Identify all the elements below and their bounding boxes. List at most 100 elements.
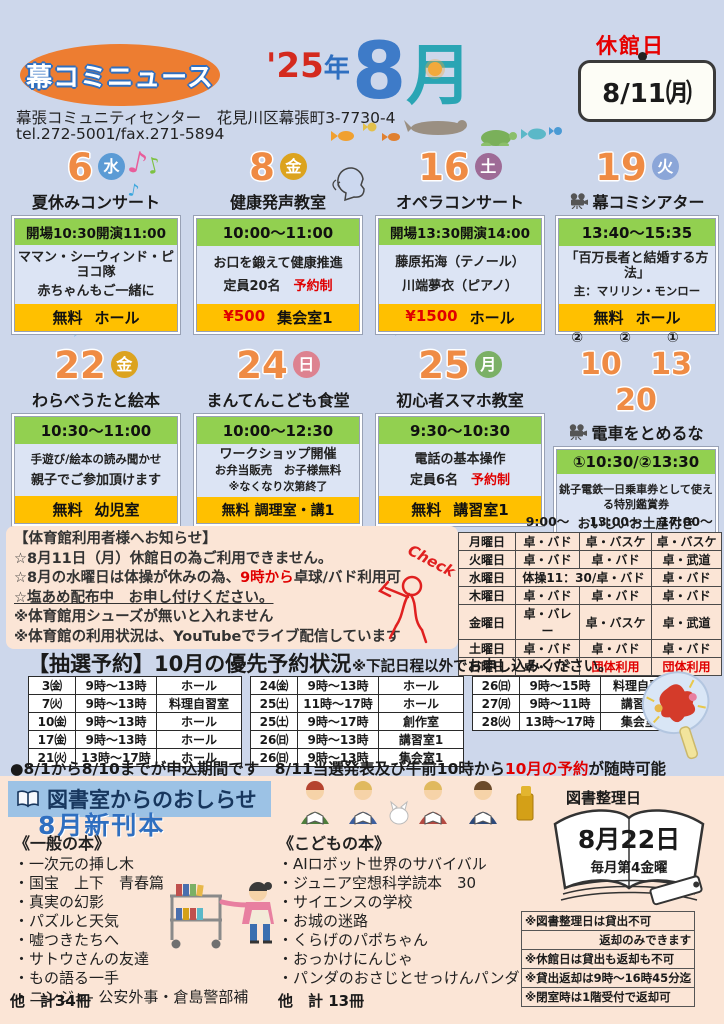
library-note-row: ※貸出返却は9時～16時45分迄 xyxy=(520,968,696,988)
logo-text: 幕コミニュース xyxy=(26,62,214,93)
event-time: 9:30～10:30 xyxy=(379,417,541,444)
event-time: ①10:30/②13:30 xyxy=(557,450,715,474)
librarian-cart-illustration xyxy=(170,882,274,949)
book-item: ・もの語る一手 xyxy=(14,969,120,987)
weekday-badge: 土 xyxy=(474,153,502,180)
closed-day-sign: 8/11㈪ xyxy=(578,60,716,122)
event-date: 16 土 xyxy=(378,146,542,189)
book-item: ・パンダのおさじとせっけんパンダ xyxy=(278,969,520,987)
book-item: ・サトウさんの友達 xyxy=(14,950,150,968)
lottery-row: 10㈮ 9時～13時 ホール xyxy=(28,712,242,731)
event-detail-box: 13:40～15:35 「百万長者と結婚する方法」 主：マリリン・モンロー 無料… xyxy=(558,218,716,332)
event-price-room: 無料 ホール xyxy=(15,304,177,331)
general-books-label: 《一般の本》 xyxy=(14,834,111,853)
sun-icon xyxy=(428,62,442,76)
lottery-table-2: 24㈮ 9時～13時 ホール 25㈯ 11時～17時 ホール 25㈯ 9時～17時 創作室 … xyxy=(250,676,464,767)
event-date: 25 月 xyxy=(378,344,542,387)
year-number: '25 xyxy=(266,46,324,86)
lottery-row: 26㈰ 9時～13時 集会室1 xyxy=(250,748,464,767)
event-detail-box: 10:00～12:30 ワークショップ開催 お弁当販売 お子様無料 ※なくなり次… xyxy=(196,416,360,524)
general-books-list: 《一般の本》 ・一次元の挿し木 ・国宝 上下 青春篇 ・真実の幻影 ・パズルと天… xyxy=(14,834,248,1007)
event-title: まんてんこども食堂 xyxy=(206,391,350,410)
lottery-row: 25㈯ 9時～17時 創作室 xyxy=(250,712,464,731)
event-title: オペラコンサート xyxy=(395,193,524,212)
time-header: 9:00～ xyxy=(525,514,570,529)
schedule-header-row: 9:00～ 13:00～ 17:00～ xyxy=(459,511,722,533)
event-time: 開場10:30開演11:00 xyxy=(15,219,177,245)
time-header: 13:00～ xyxy=(589,514,642,529)
month-kanji: 月 xyxy=(406,37,473,114)
event-title: 夏休みコンサート xyxy=(31,193,160,212)
library-note-row: ※閉室時は1階受付で返却可 xyxy=(520,987,696,1007)
event-date: 24 日 xyxy=(196,344,360,387)
speech-head-icon xyxy=(332,167,365,202)
event-dates: 10 13 20 xyxy=(580,347,692,418)
month-number: 8 xyxy=(352,27,407,117)
check-figure-icon: Check xyxy=(372,541,458,648)
schedule-row: 水曜日 体操11：30/卓・バド 卓・バド xyxy=(458,568,722,587)
closed-day-label: 休館日 xyxy=(596,34,665,58)
weekday-badge: 水 xyxy=(97,153,125,180)
event-time: 10:00～12:30 xyxy=(197,417,359,444)
lottery-row: 26㈰ 9時～15時 料理自習室 xyxy=(472,676,686,695)
book-item: ・お城の迷路 xyxy=(278,912,369,930)
book-item: ・ニンジャ- 公安外事・倉島警部補 xyxy=(14,988,249,1006)
event-price-room: ¥500 集会室1 xyxy=(197,304,359,331)
event-date: 22 金 xyxy=(14,344,178,387)
event-title: わらべうたと絵本 xyxy=(31,391,160,410)
lottery-table-1: 3㈮ 9時～13時 ホール 7㈫ 9時～13時 料理自習室 10㈮ 9時～13時 ホール 1… xyxy=(28,676,242,767)
reservation-badge: 予約制 xyxy=(471,473,511,488)
center-address: 幕張コミュニティセンター 花見川区幕張町3-7730-4 xyxy=(16,109,396,127)
library-header: 図書室からのおしらせ xyxy=(8,781,271,817)
book-item: ・くらげのパポちゃん xyxy=(278,931,429,949)
event-card-theater: 19 火 幕コミシアター 13:40～15:35 「百万長者と結婚する方法」 主：… xyxy=(558,146,716,332)
general-books-total: 他 計34冊 xyxy=(10,992,91,1010)
new-books-title: 8月新刊本 xyxy=(38,811,166,840)
closed-date: 8/11㈪ xyxy=(602,78,692,109)
pin-icon xyxy=(638,52,647,61)
reservation-badge: 予約制 xyxy=(293,279,333,294)
event-title: 健康発声教室 xyxy=(229,193,326,212)
event-title: 幕コミシアター xyxy=(558,189,716,213)
event-price-room: 無料 ホール xyxy=(559,304,715,331)
lottery-row: 25㈯ 11時～17時 ホール xyxy=(250,694,464,713)
event-detail-box: 10:30～11:00 手遊び/絵本の読み聞かせ 親子でご参加頂けます 無料 幼児… xyxy=(14,416,178,524)
weekday-badge: 金 xyxy=(110,351,138,378)
library-note-row: ※図書整理日は貸出不可 xyxy=(520,911,696,931)
event-card-opera-concert: 16 土 オペラコンサート 開場13:30開演14:00 藤原拓海（テノール） 川… xyxy=(378,146,542,332)
event-time: 10:30～11:00 xyxy=(15,417,177,444)
sorting-date: 8月22日 xyxy=(577,825,681,854)
center-phone: tel.272-5001/fax.271-5894 xyxy=(16,125,225,143)
event-title: 電車をとめるな xyxy=(556,420,716,444)
kids-books-label: 《こどもの本》 xyxy=(278,834,391,853)
book-item: ・一次元の挿し木 xyxy=(14,855,135,873)
sorting-frequency: 毎月第4金曜 xyxy=(590,860,668,876)
movie-camera-icon xyxy=(571,193,589,209)
book-item: ・パズルと天気 xyxy=(14,912,120,930)
event-detail-box: 開場10:30開演11:00 ママン・シーウィンド・ピヨコ隊 赤ちゃんもご一緒に… xyxy=(14,218,178,332)
gym-weekly-schedule-table: 9:00～ 13:00～ 17:00～ 月曜日 卓・バド 卓・バスケ 卓・バスケ 火曜… xyxy=(458,511,722,676)
event-price-room: 無料 講習室1 xyxy=(379,496,541,523)
open-book-illustration xyxy=(553,809,705,906)
kids-books-list: 《こどもの本》 ・AIロボット世界のサバイバル ・ジュニア空想科学読本 30 ・… xyxy=(278,834,520,988)
time-header: 17:00～ xyxy=(660,514,713,529)
lottery-row: 17㈮ 9時～13時 ホール xyxy=(28,730,242,749)
book-item: ・国宝 上下 青春篇 xyxy=(14,874,165,892)
schedule-row: 火曜日 卓・バド 卓・バド 卓・武道 xyxy=(458,550,722,569)
lottery-row: 7㈫ 9時～13時 料理自習室 xyxy=(28,694,242,713)
library-note-row: 返却のみできます xyxy=(520,930,696,950)
book-item: ・ジュニア空想科学読本 30 xyxy=(278,874,477,892)
book-item: ・AIロボット世界のサバイバル xyxy=(278,855,487,873)
event-price-room: 無料 調理室・講1 xyxy=(197,497,359,523)
sea-creatures-icon xyxy=(331,120,562,146)
event-card-kodomo-shokudo: 24 日 まんてんこども食堂 10:00～12:30 ワークショップ開催 お弁当販… xyxy=(196,344,360,524)
gym-notice-panel: 【体育館利用者様へお知らせ】 ☆8月11日（月）休館日の為ご利用できません。 ☆… xyxy=(6,526,458,649)
kids-books-total: 他 計 13冊 xyxy=(278,992,365,1010)
gym-notice-heading: 【体育館利用者様へお知らせ】 xyxy=(14,531,217,547)
schedule-row: 金曜日 卓・バレー 卓・バスケ 卓・武道 xyxy=(458,604,722,640)
event-detail-box: 9:30～10:30 電話の基本操作 定員6名 予約制 無料 講習室1 xyxy=(378,416,542,524)
